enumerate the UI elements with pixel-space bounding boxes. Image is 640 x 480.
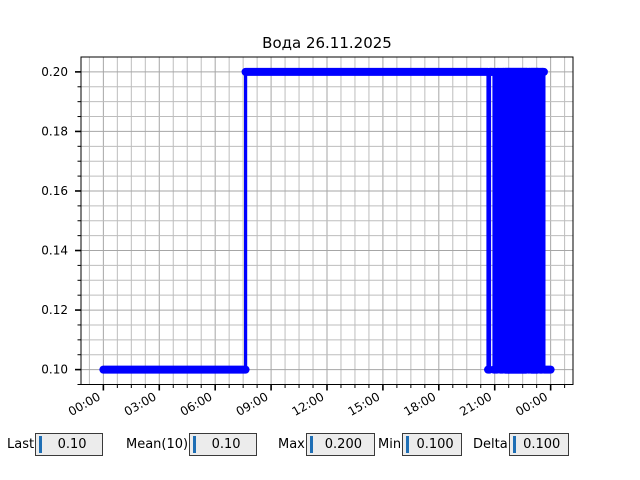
text-cursor bbox=[309, 436, 313, 453]
stat-label: Mean(10) bbox=[126, 437, 189, 452]
x-tick-label: 21:00 bbox=[457, 389, 494, 418]
y-tick-label: 0.12 bbox=[41, 303, 68, 317]
stat-field-last: Last 0.10 bbox=[7, 433, 104, 456]
x-tick-label: 03:00 bbox=[122, 389, 159, 418]
chart-title: Вода 26.11.2025 bbox=[262, 34, 392, 52]
data-series-line bbox=[99, 67, 555, 374]
x-tick-label: 00:00 bbox=[513, 389, 550, 418]
plot-border bbox=[80, 56, 574, 385]
stat-entry-box[interactable]: 0.100 bbox=[402, 433, 463, 456]
x-axis-tick-labels: 00:00 03:00 06:00 09:00 12:00 15:00 18:00 21:00… bbox=[66, 389, 550, 418]
y-tick-label: 0.20 bbox=[41, 65, 68, 79]
stat-field-delta: Delta 0.100 bbox=[473, 433, 569, 456]
y-tick-label: 0.14 bbox=[41, 244, 68, 258]
stat-value: 0.100 bbox=[523, 437, 561, 452]
stat-label: Delta bbox=[473, 437, 508, 452]
x-tick-label: 18:00 bbox=[401, 389, 438, 418]
stat-entry-box[interactable]: 0.10 bbox=[35, 433, 104, 456]
stat-field-max: Max 0.200 bbox=[278, 433, 375, 456]
stats-bar: Last 0.10 Mean(10) 0.10 Max 0.200 Min 0.100 Delt… bbox=[0, 433, 640, 457]
stat-value: 0.10 bbox=[211, 437, 241, 452]
x-tick-label: 06:00 bbox=[178, 389, 215, 418]
stat-value: 0.100 bbox=[416, 437, 454, 452]
stat-entry-box[interactable]: 0.200 bbox=[305, 433, 375, 456]
stat-label: Max bbox=[278, 437, 305, 452]
text-cursor bbox=[193, 436, 197, 453]
stat-field-mean-10-: Mean(10) 0.10 bbox=[126, 433, 258, 456]
stat-label: Min bbox=[378, 437, 402, 452]
y-tick-label: 0.18 bbox=[41, 124, 68, 138]
stat-entry-box[interactable]: 0.100 bbox=[508, 433, 569, 456]
text-cursor bbox=[406, 436, 410, 453]
x-tick-label: 15:00 bbox=[345, 389, 382, 418]
stat-label: Last bbox=[7, 437, 35, 452]
text-cursor bbox=[39, 436, 43, 453]
y-tick-label: 0.16 bbox=[41, 184, 68, 198]
stat-value: 0.10 bbox=[57, 437, 87, 452]
stat-field-min: Min 0.100 bbox=[378, 433, 463, 456]
x-tick-label: 12:00 bbox=[290, 389, 327, 418]
y-tick-label: 0.10 bbox=[41, 363, 68, 377]
axis-ticks bbox=[75, 71, 566, 391]
x-tick-label: 09:00 bbox=[234, 389, 271, 418]
y-axis-tick-labels: 0.20 0.18 0.16 0.14 0.12 0.10 bbox=[41, 65, 68, 377]
x-tick-label: 00:00 bbox=[66, 389, 103, 418]
stat-value: 0.200 bbox=[324, 437, 362, 452]
stat-entry-box[interactable]: 0.10 bbox=[189, 433, 258, 456]
text-cursor bbox=[512, 436, 516, 453]
